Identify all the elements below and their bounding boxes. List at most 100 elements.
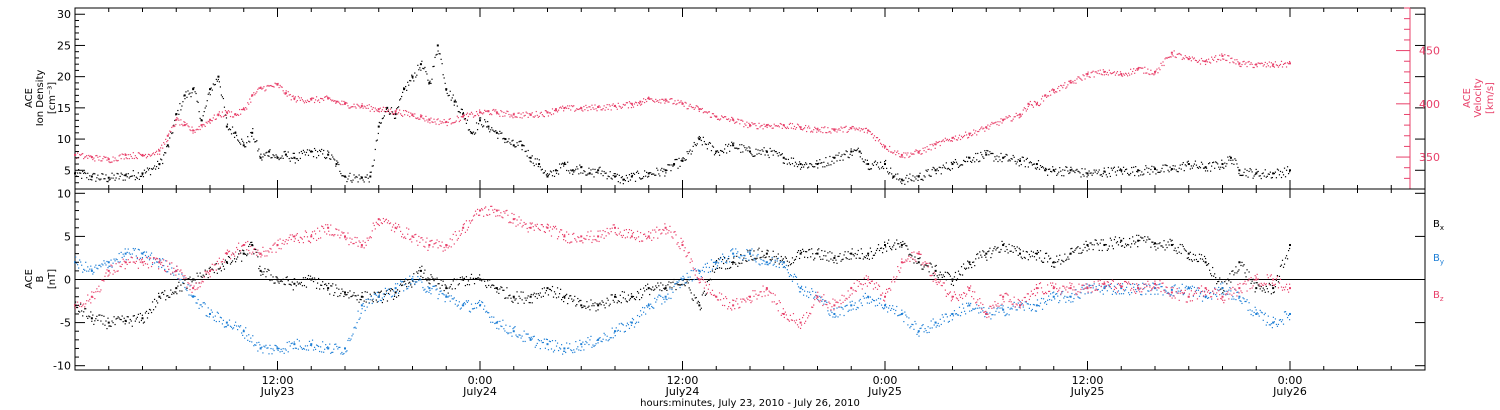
by-sample bbox=[356, 322, 358, 324]
density-sample bbox=[950, 161, 953, 164]
density-sample bbox=[693, 141, 695, 144]
density-sample bbox=[899, 178, 901, 180]
bx-sample bbox=[1233, 274, 1235, 276]
density-tick-label: 5 bbox=[64, 164, 71, 177]
bx-sample bbox=[698, 301, 700, 304]
density-point bbox=[386, 106, 389, 109]
density-sample bbox=[1276, 168, 1279, 170]
by-sample bbox=[91, 268, 93, 270]
velocity-sample bbox=[1000, 118, 1002, 120]
by-sample bbox=[169, 263, 171, 265]
velocity-sample bbox=[816, 131, 818, 133]
bx-sample bbox=[709, 278, 712, 280]
velocity-sample bbox=[367, 107, 369, 109]
velocity-sample bbox=[111, 161, 113, 163]
density-sample bbox=[1095, 169, 1097, 171]
density-sample bbox=[532, 162, 534, 164]
density-sample bbox=[167, 144, 169, 147]
velocity-point bbox=[1221, 54, 1224, 57]
density-sample bbox=[182, 101, 184, 103]
density-sample bbox=[940, 173, 942, 175]
by-sample bbox=[548, 340, 551, 342]
bx-sample bbox=[1171, 239, 1173, 241]
bx-sample bbox=[152, 309, 155, 311]
density-sample bbox=[92, 173, 94, 175]
velocity-sample bbox=[665, 100, 667, 103]
bx-sample bbox=[646, 288, 648, 291]
density-sample bbox=[698, 135, 700, 138]
density-sample bbox=[373, 159, 375, 161]
bx-sample bbox=[104, 324, 106, 326]
velocity-sample bbox=[978, 130, 980, 133]
by-sample bbox=[623, 331, 625, 333]
by-sample bbox=[608, 338, 610, 341]
bx-sample bbox=[447, 292, 449, 294]
bx-sample bbox=[402, 284, 404, 286]
bx-point bbox=[816, 252, 819, 255]
velocity-sample bbox=[726, 118, 728, 120]
bx-sample bbox=[768, 256, 770, 258]
velocity-sample bbox=[770, 125, 772, 127]
velocity-sample bbox=[1065, 87, 1067, 89]
bx-point bbox=[900, 244, 903, 247]
density-sample bbox=[261, 159, 263, 161]
bx-sample bbox=[145, 310, 148, 313]
velocity-sample bbox=[306, 99, 309, 101]
velocity-sample bbox=[839, 129, 841, 131]
bx-sample bbox=[1247, 279, 1249, 281]
by-sample bbox=[913, 328, 915, 330]
bx-sample bbox=[920, 264, 922, 266]
by-sample bbox=[152, 258, 155, 260]
by-sample bbox=[728, 255, 730, 258]
by-sample bbox=[272, 348, 274, 350]
density-point bbox=[546, 175, 549, 178]
bx-sample bbox=[294, 278, 296, 280]
bx-sample bbox=[1141, 237, 1143, 239]
density-sample bbox=[778, 152, 780, 154]
velocity-sample bbox=[1247, 61, 1249, 63]
velocity-sample bbox=[1165, 57, 1167, 59]
velocity-sample bbox=[474, 114, 477, 117]
by-sample bbox=[571, 350, 573, 352]
density-sample bbox=[328, 151, 330, 153]
density-sample bbox=[692, 145, 694, 148]
density-sample bbox=[1285, 169, 1288, 171]
by-sample bbox=[223, 326, 226, 328]
density-sample bbox=[630, 172, 633, 175]
by-sample bbox=[639, 310, 642, 312]
bx-sample bbox=[1039, 250, 1042, 252]
bx-sample bbox=[626, 301, 629, 303]
density-sample bbox=[865, 163, 867, 165]
density-sample bbox=[333, 158, 335, 160]
bx-sample bbox=[769, 259, 771, 261]
bx-sample bbox=[75, 301, 77, 303]
by-sample bbox=[923, 331, 925, 333]
bx-sample bbox=[277, 281, 279, 283]
by-sample bbox=[295, 347, 297, 349]
velocity-sample bbox=[411, 114, 413, 116]
density-sample bbox=[689, 149, 691, 151]
bx-point bbox=[141, 317, 144, 320]
density-sample bbox=[1031, 164, 1034, 166]
density-sample bbox=[764, 154, 766, 156]
density-sample bbox=[802, 166, 805, 168]
velocity-sample bbox=[1245, 62, 1247, 64]
bx-sample bbox=[918, 257, 920, 260]
by-sample bbox=[751, 248, 753, 250]
bx-sample bbox=[600, 304, 602, 306]
velocity-sample bbox=[697, 106, 699, 108]
velocity-sample bbox=[1212, 58, 1214, 60]
bx-sample bbox=[793, 259, 796, 261]
by-sample bbox=[216, 311, 218, 313]
velocity-sample bbox=[147, 153, 150, 155]
by-sample bbox=[962, 307, 965, 309]
density-sample bbox=[1002, 156, 1004, 159]
density-sample bbox=[971, 161, 973, 163]
velocity-sample bbox=[1123, 74, 1126, 76]
by-sample bbox=[891, 307, 893, 310]
velocity-sample bbox=[771, 127, 773, 129]
bx-sample bbox=[1018, 247, 1020, 249]
by-sample bbox=[105, 264, 107, 266]
bx-point bbox=[833, 256, 836, 259]
velocity-sample bbox=[752, 123, 754, 125]
